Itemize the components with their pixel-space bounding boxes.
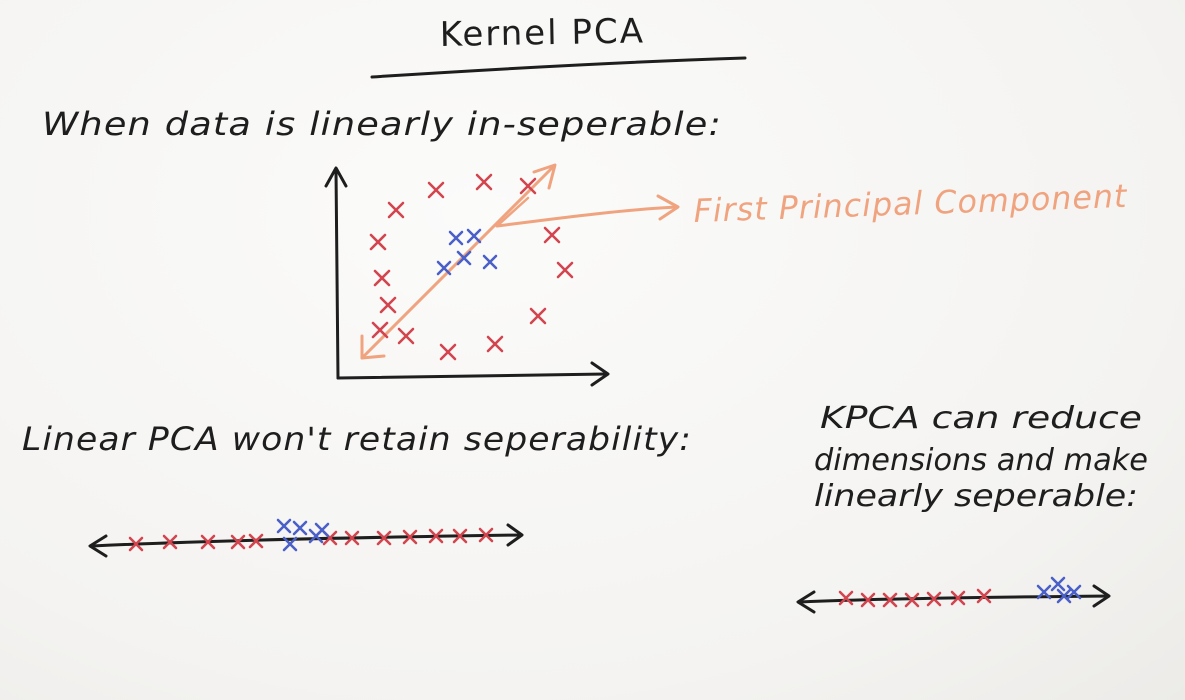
linear-projection-blue-points	[276, 518, 330, 552]
y-axis-arrowhead	[324, 166, 348, 188]
blue-class-points	[436, 228, 498, 276]
red-x-mark	[519, 177, 537, 195]
red-x-mark	[428, 528, 444, 544]
title-underline	[370, 56, 747, 79]
kpca-note-line-1: KPCA can reduce	[820, 401, 1142, 436]
red-x-mark	[371, 321, 389, 339]
x-axis-arrowhead	[590, 361, 610, 387]
red-x-mark	[838, 590, 854, 606]
red-x-mark	[230, 534, 246, 550]
blue-x-mark	[448, 230, 464, 246]
blue-x-mark	[1036, 584, 1052, 600]
red-x-mark	[376, 530, 392, 546]
heading-inseparable: When data is linearly in-seperable:	[42, 105, 722, 143]
red-x-mark	[926, 591, 942, 607]
blue-x-mark	[1050, 576, 1066, 592]
red-x-mark	[556, 261, 574, 279]
pc-label-arrow	[495, 205, 678, 228]
linear-projection-left-arrowhead	[88, 534, 108, 558]
blue-x-mark	[482, 254, 498, 270]
blue-x-mark	[1056, 588, 1072, 604]
red-x-mark	[976, 588, 992, 604]
red-x-mark	[402, 529, 418, 545]
blue-x-mark	[314, 522, 330, 538]
red-x-mark	[387, 201, 405, 219]
heading-linear-pca: Linear PCA won't retain seperability:	[22, 420, 692, 458]
red-x-mark	[904, 592, 920, 608]
linear-pca-projection	[88, 518, 524, 558]
pc-label-arrowhead	[656, 194, 680, 221]
blue-x-mark	[466, 228, 482, 244]
blue-x-mark	[436, 260, 452, 276]
kpca-projection-right-arrowhead	[1092, 584, 1111, 608]
kpca-note-line-3: linearly seperable:	[814, 479, 1138, 514]
blue-x-mark	[282, 536, 298, 552]
red-x-mark	[373, 269, 391, 287]
red-x-mark	[882, 592, 898, 608]
page-title: Kernel PCA	[439, 11, 645, 55]
red-x-mark	[369, 233, 387, 251]
linear-projection-right-arrowhead	[506, 523, 524, 547]
pc-arrowhead-bottom	[360, 334, 386, 360]
red-x-mark	[486, 335, 504, 353]
red-x-mark	[397, 327, 415, 345]
red-x-mark	[248, 533, 264, 549]
blue-x-mark	[292, 520, 308, 536]
kpca-note-line-2: dimensions and make	[814, 443, 1148, 478]
scatter-plot	[324, 163, 680, 387]
kpca-projection-red-points	[838, 588, 992, 608]
red-x-mark	[427, 181, 445, 199]
red-x-mark	[529, 307, 547, 325]
red-x-mark	[200, 534, 216, 550]
kpca-projection-blue-points	[1036, 576, 1082, 604]
red-x-mark	[379, 296, 397, 314]
red-x-mark	[475, 173, 493, 191]
red-x-mark	[543, 226, 561, 244]
red-x-mark	[478, 527, 494, 543]
pc-arrow-line	[360, 166, 554, 360]
blue-x-mark	[1066, 584, 1082, 600]
kpca-projection-left-arrowhead	[796, 590, 816, 614]
red-x-mark	[452, 528, 468, 544]
red-x-mark	[344, 530, 360, 546]
red-x-mark	[860, 592, 876, 608]
y-axis	[334, 168, 340, 380]
kpca-projection	[796, 576, 1111, 614]
pc-label-arrow-lower	[495, 196, 530, 228]
red-x-mark	[950, 590, 966, 606]
pc-label: First Principal Component	[693, 177, 1129, 230]
blue-x-mark	[276, 518, 292, 534]
red-x-mark	[128, 536, 144, 552]
red-class-points	[369, 173, 574, 361]
red-x-mark	[162, 534, 178, 550]
pc-arrowhead-top	[532, 163, 557, 190]
red-x-mark	[439, 343, 457, 361]
blue-x-mark	[456, 250, 472, 266]
linear-projection-red-points	[128, 527, 494, 552]
linear-projection-axis	[90, 533, 522, 548]
x-axis	[336, 372, 608, 380]
